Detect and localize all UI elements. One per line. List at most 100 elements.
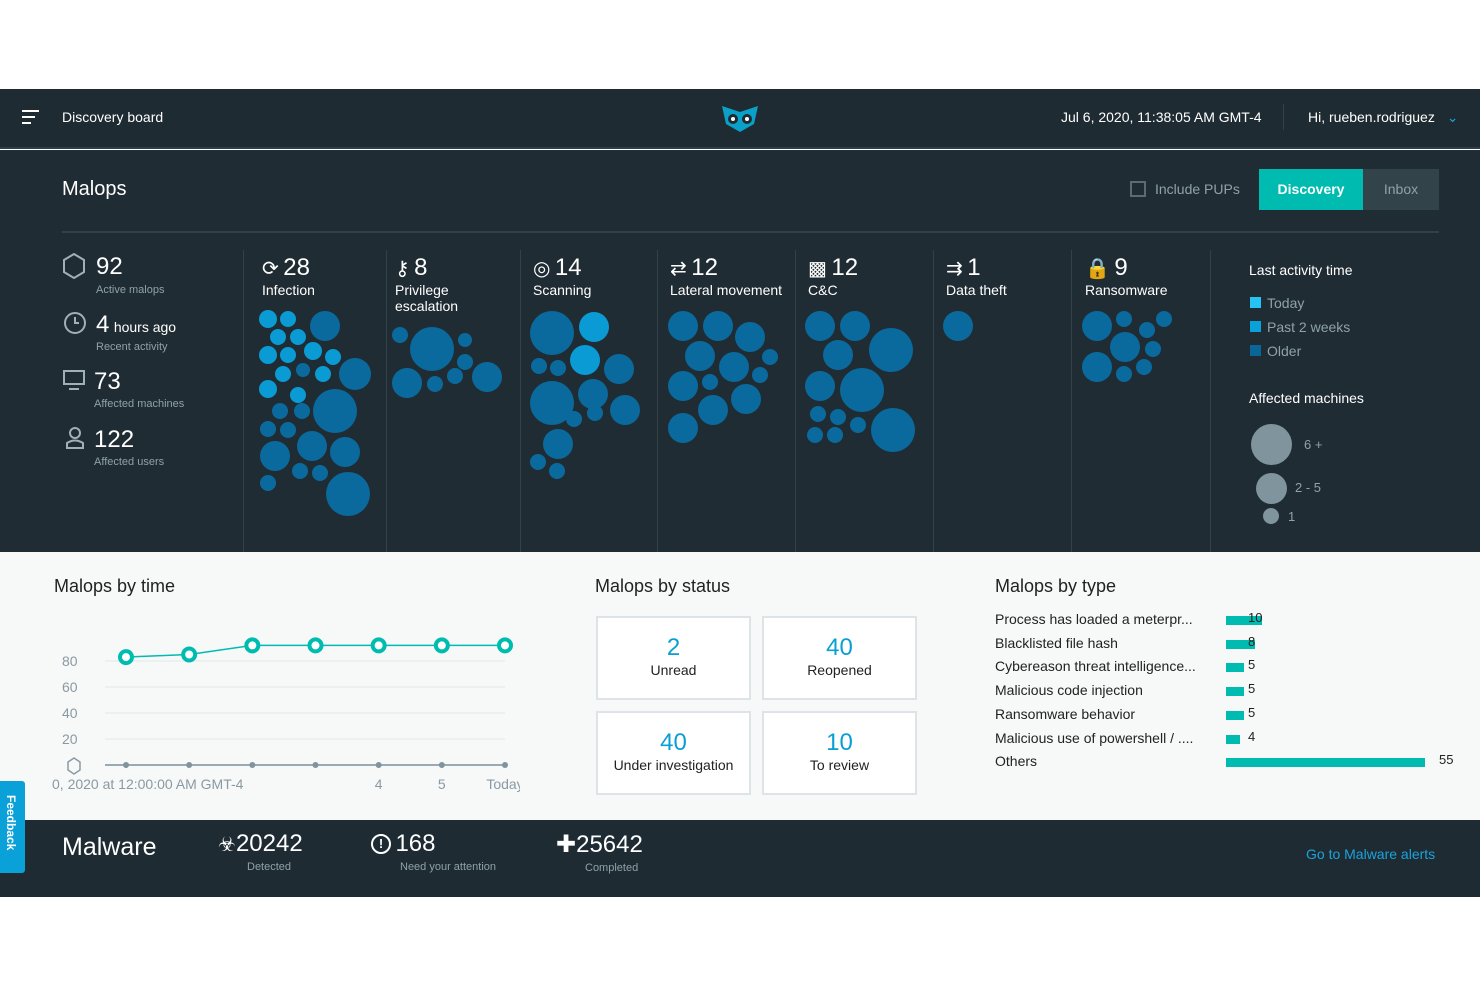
malop-bubble[interactable] (427, 376, 443, 392)
malop-bubble[interactable] (550, 360, 566, 376)
malop-bubble[interactable] (296, 363, 310, 377)
malop-bubble[interactable] (1116, 311, 1132, 327)
malop-bubble[interactable] (410, 327, 454, 371)
malop-bubble[interactable] (871, 408, 915, 452)
malop-bubble[interactable] (698, 395, 728, 425)
malop-bubble[interactable] (259, 346, 277, 364)
malop-bubble[interactable] (566, 411, 582, 427)
malop-bubble[interactable] (570, 345, 600, 375)
data-point[interactable] (244, 637, 261, 654)
malop-bubble[interactable] (685, 341, 715, 371)
malop-bubble[interactable] (392, 327, 408, 343)
type-bar[interactable] (1226, 734, 1241, 744)
malop-bubble[interactable] (762, 349, 778, 365)
status-to-review[interactable]: 10 To review (762, 711, 917, 795)
category-infection[interactable]: ⟳ 28 Infection (262, 254, 315, 298)
malware-detected[interactable]: ☣20242 Detected (218, 830, 303, 873)
status-under-investigation[interactable]: 40 Under investigation (596, 711, 751, 795)
malop-bubble[interactable] (260, 421, 276, 437)
type-bar[interactable] (1226, 710, 1245, 720)
malop-bubble[interactable] (447, 368, 463, 384)
malop-bubble[interactable] (840, 368, 884, 412)
malop-bubble[interactable] (1082, 311, 1112, 341)
malop-bubble[interactable] (297, 431, 327, 461)
go-to-malware-alerts-link[interactable]: Go to Malware alerts (1306, 846, 1436, 862)
include-pups-checkbox[interactable]: Include PUPs (1130, 181, 1240, 197)
malop-bubble[interactable] (290, 329, 306, 345)
malop-bubble[interactable] (259, 380, 277, 398)
malop-bubble[interactable] (458, 333, 472, 347)
malop-bubble[interactable] (259, 310, 277, 328)
category-privilege-escalation[interactable]: ⚷ 8 Privilege escalation (395, 254, 459, 314)
malop-bubble[interactable] (310, 311, 340, 341)
malop-bubble[interactable] (260, 475, 276, 491)
malop-bubble[interactable] (735, 322, 765, 352)
malop-bubble[interactable] (719, 352, 749, 382)
type-bar[interactable] (1226, 639, 1255, 649)
malop-bubble[interactable] (703, 311, 733, 341)
malop-bubble[interactable] (292, 463, 308, 479)
malop-bubble[interactable] (304, 342, 322, 360)
malop-bubble[interactable] (610, 395, 640, 425)
malop-bubble[interactable] (313, 389, 357, 433)
malop-bubble[interactable] (260, 441, 290, 471)
malop-bubble[interactable] (943, 311, 973, 341)
malop-bubble[interactable] (280, 347, 296, 363)
malop-bubble[interactable] (805, 371, 835, 401)
type-bar[interactable] (1226, 616, 1263, 625)
malop-bubble[interactable] (543, 429, 573, 459)
malop-bubble[interactable] (1110, 332, 1140, 362)
data-point[interactable] (118, 649, 134, 666)
malop-bubble[interactable] (315, 366, 331, 382)
data-point[interactable] (433, 637, 450, 654)
tab-discovery[interactable]: Discovery (1259, 169, 1363, 210)
malop-bubble[interactable] (270, 329, 286, 345)
malop-bubble[interactable] (1136, 359, 1152, 375)
malop-bubble[interactable] (807, 427, 823, 443)
malop-bubble[interactable] (731, 384, 761, 414)
malop-bubble[interactable] (752, 367, 768, 383)
malop-bubble[interactable] (1139, 322, 1155, 338)
data-point[interactable] (497, 637, 513, 654)
data-point[interactable] (181, 646, 198, 663)
type-bar[interactable] (1226, 758, 1425, 768)
malop-bubble[interactable] (810, 406, 826, 422)
status-reopened[interactable]: 40 Reopened (762, 616, 917, 700)
malop-bubble[interactable] (578, 379, 608, 409)
category-cnc[interactable]: ▩ 12 C&C (808, 254, 859, 298)
malware-need-attention[interactable]: ! 168 Need your attention (371, 830, 531, 873)
malop-bubble[interactable] (312, 465, 328, 481)
malop-bubble[interactable] (869, 328, 913, 372)
malop-bubble[interactable] (339, 358, 371, 390)
malop-bubble[interactable] (549, 463, 565, 479)
malop-bubble[interactable] (280, 311, 296, 327)
type-bar[interactable] (1226, 663, 1245, 673)
malop-bubble[interactable] (823, 340, 853, 370)
malop-bubble[interactable] (530, 311, 574, 355)
malop-bubble[interactable] (587, 405, 603, 421)
user-menu[interactable]: Hi, rueben.rodriguez ⌄ (1308, 109, 1458, 126)
malop-bubble[interactable] (1082, 352, 1112, 382)
hamburger-icon[interactable] (22, 110, 40, 124)
malop-bubble[interactable] (827, 427, 843, 443)
status-unread[interactable]: 2 Unread (596, 616, 751, 700)
malop-bubble[interactable] (1116, 366, 1132, 382)
malop-bubble[interactable] (392, 368, 422, 398)
category-data-theft[interactable]: ⇉ 1 Data theft (946, 254, 1007, 298)
malware-completed[interactable]: ✚25642 Completed (556, 831, 643, 874)
malop-bubble[interactable] (530, 454, 546, 470)
malop-bubble[interactable] (805, 311, 835, 341)
malop-bubble[interactable] (290, 387, 306, 403)
tab-inbox[interactable]: Inbox (1363, 169, 1439, 210)
malop-bubble[interactable] (1145, 341, 1161, 357)
malop-bubble[interactable] (275, 366, 291, 382)
category-lateral-movement[interactable]: ⇄ 12 Lateral movement (670, 254, 783, 298)
malop-bubble[interactable] (326, 472, 370, 516)
malop-bubble[interactable] (668, 413, 698, 443)
malop-bubble[interactable] (840, 311, 870, 341)
malop-bubble[interactable] (457, 354, 473, 370)
malop-bubble[interactable] (702, 374, 718, 390)
malop-bubble[interactable] (830, 409, 846, 425)
category-ransomware[interactable]: 🔒 9 Ransomware (1085, 254, 1168, 298)
malop-bubble[interactable] (1156, 311, 1172, 327)
